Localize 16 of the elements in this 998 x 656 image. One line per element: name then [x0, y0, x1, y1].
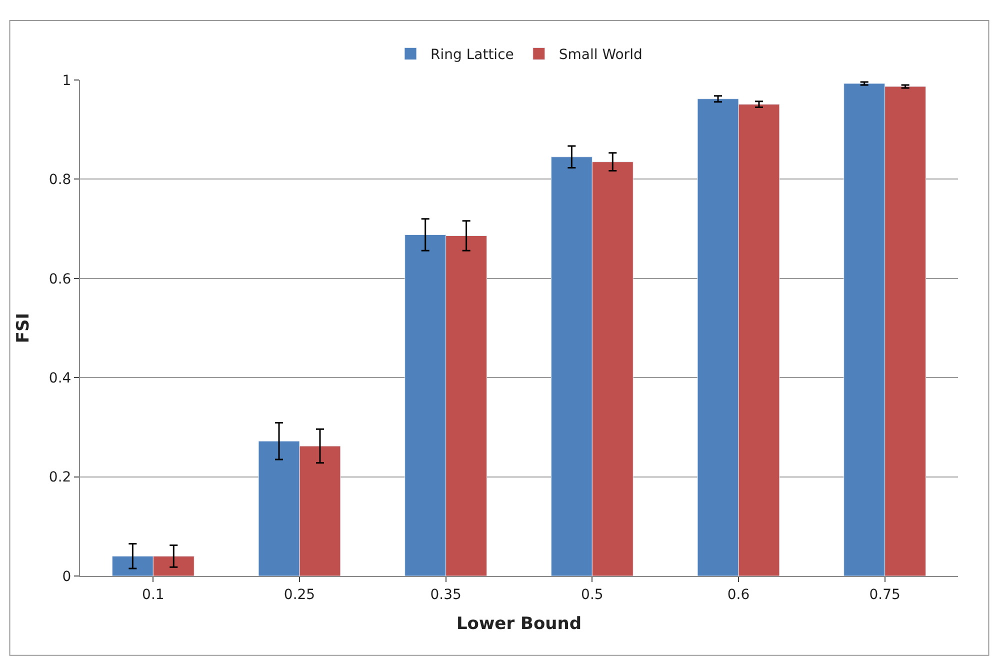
x-tick-label: 0.6 — [727, 586, 750, 603]
x-axis-title: Lower Bound — [456, 614, 582, 634]
y-tick-label: 0.4 — [48, 370, 72, 386]
y-axis-title: FSI — [13, 312, 34, 344]
y-tick-label: 0.2 — [48, 470, 72, 486]
legend-label: Ring Lattice — [430, 47, 514, 64]
legend-label: Small World — [558, 47, 642, 64]
x-tick-label: 0.25 — [284, 586, 316, 603]
x-tick-label: 0.5 — [581, 586, 604, 603]
y-tick-label: 0.8 — [48, 172, 72, 188]
y-tick-label: 0 — [62, 568, 72, 585]
y-tick-label: 0.6 — [48, 271, 72, 288]
y-tick-label: 1 — [62, 72, 72, 89]
x-tick-label: 0.1 — [142, 586, 164, 603]
x-tick-label: 0.35 — [430, 586, 462, 603]
x-tick-label: 0.75 — [869, 586, 900, 603]
